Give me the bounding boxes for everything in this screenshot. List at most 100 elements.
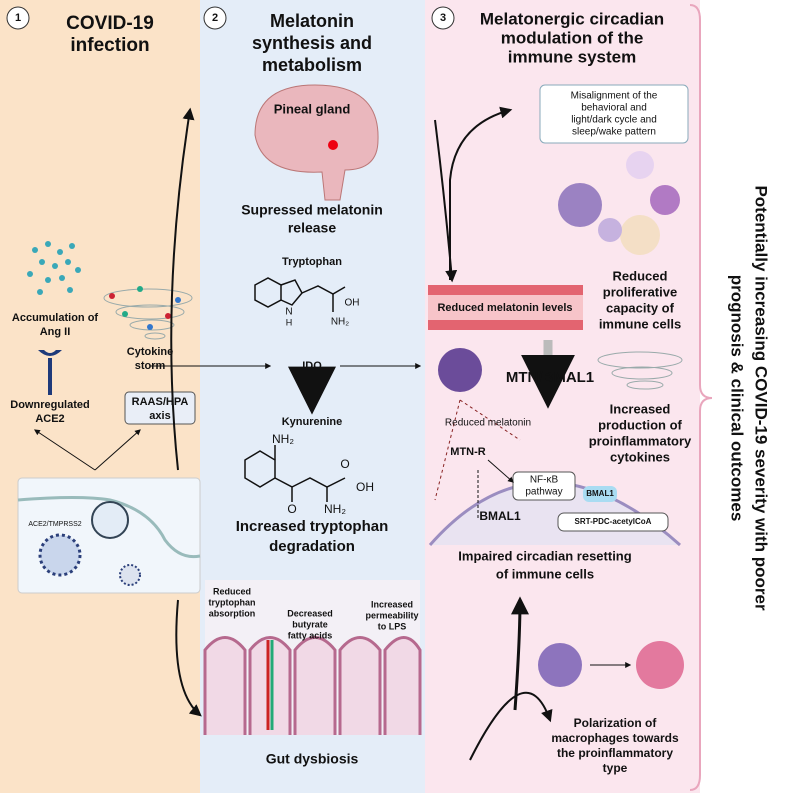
- label: release: [288, 220, 336, 236]
- arrow: [34, 429, 96, 471]
- label: Impaired circadian resetting: [458, 548, 631, 563]
- label: 2: [212, 12, 218, 24]
- label: IDO: [302, 360, 322, 372]
- arrow: [434, 119, 458, 283]
- label: ACE2: [35, 413, 64, 425]
- label: to LPS: [378, 621, 407, 631]
- zoom-lines: [434, 399, 521, 501]
- villi: [203, 636, 422, 735]
- label: pathway: [525, 487, 562, 498]
- cytokine-swirl: [597, 351, 683, 390]
- label: Kynurenine: [282, 416, 343, 428]
- label: COVID-19: [66, 13, 154, 34]
- cytokine-swirl: [103, 288, 193, 340]
- label: the proinflammatory: [557, 746, 673, 760]
- label: N: [285, 307, 292, 318]
- kynurenine-structure: [244, 445, 346, 502]
- number-badge: [203, 6, 227, 30]
- label: Ang II: [40, 326, 71, 338]
- arrow: [469, 691, 553, 761]
- label: MTN/BMAL1: [506, 369, 594, 386]
- label: ACE2/TMPRSS2: [28, 521, 81, 528]
- label: Increased tryptophan: [236, 518, 389, 535]
- label: BMAL1: [586, 489, 614, 498]
- cytokine-dots: [109, 286, 181, 330]
- immune-cells: [558, 151, 680, 255]
- label: NH₂: [272, 432, 294, 446]
- label: proliferative: [603, 284, 677, 299]
- label: macrophages towards: [551, 731, 679, 745]
- endosome: [91, 501, 129, 539]
- label: synthesis and: [252, 33, 372, 53]
- label: modulation of the: [501, 28, 644, 47]
- tryptophan-structure: [254, 277, 346, 312]
- label: of immune cells: [496, 566, 594, 581]
- label: Polarization of: [574, 716, 658, 730]
- label: type: [603, 761, 628, 775]
- label: Gut dysbiosis: [266, 751, 359, 767]
- label: Melatonergic circadian: [480, 9, 664, 28]
- label: behavioral and: [581, 103, 647, 114]
- arrow: [175, 599, 202, 717]
- label: metabolism: [262, 55, 362, 75]
- label: butyrate: [292, 619, 328, 629]
- arrow: [170, 107, 195, 471]
- macrophage: [636, 641, 684, 689]
- label: axis: [149, 410, 170, 422]
- label: proinflammatory: [589, 433, 692, 448]
- label: NH₂: [331, 317, 349, 328]
- arrow: [94, 429, 141, 471]
- label: Misalignment of the: [571, 91, 658, 102]
- label: NH₂: [324, 502, 346, 516]
- label: O: [287, 502, 296, 516]
- label: light/dark cycle and: [571, 115, 657, 126]
- virus: [119, 564, 141, 586]
- label: immune system: [508, 47, 637, 66]
- label: production of: [598, 417, 682, 432]
- label: MTN-R: [450, 446, 485, 458]
- label: degradation: [269, 538, 355, 555]
- label: Tryptophan: [282, 256, 342, 268]
- label: Supressed melatonin: [241, 202, 383, 218]
- virus: [38, 533, 82, 577]
- ace2-receptor: [38, 350, 62, 395]
- label: Reduced melatonin: [445, 418, 531, 429]
- ang-dots: [27, 241, 81, 295]
- brain: [254, 84, 379, 201]
- arrow: [487, 459, 514, 483]
- label: 3: [440, 12, 446, 24]
- label: Decreased: [287, 608, 333, 618]
- number-badge: [6, 6, 30, 30]
- label: O: [340, 457, 349, 471]
- macrophage: [538, 643, 582, 687]
- number-badge: [431, 6, 455, 30]
- label: Reduced: [613, 268, 668, 283]
- label: immune cells: [599, 316, 681, 331]
- outcome-text: Potentially increasing COVID-19 severity…: [752, 185, 771, 611]
- label: OH: [356, 480, 374, 494]
- pineal-dot: [328, 140, 338, 150]
- arrow: [449, 106, 513, 280]
- bmal-protein: [583, 486, 617, 502]
- immune-cell: [438, 348, 482, 392]
- label: SRT-PDC-acetylCoA: [575, 517, 652, 526]
- raas-box: [124, 391, 196, 425]
- label: Melatonin: [270, 11, 354, 31]
- label: permeability: [365, 610, 418, 620]
- label: fatty acids: [288, 630, 333, 640]
- label: BMAL1: [479, 509, 521, 523]
- label: absorption: [209, 608, 256, 618]
- label: NF-κB: [530, 475, 559, 486]
- label: Reduced: [213, 586, 251, 596]
- vessel-lumen: [428, 295, 583, 320]
- label: cytokines: [610, 449, 670, 464]
- label: storm: [135, 360, 166, 372]
- label: Pineal gland: [274, 101, 351, 116]
- label: 1: [15, 12, 21, 24]
- label: Reduced melatonin levels: [437, 302, 572, 314]
- label: Accumulation of: [12, 312, 99, 324]
- label: H: [286, 317, 293, 327]
- label: Downregulated: [10, 399, 89, 411]
